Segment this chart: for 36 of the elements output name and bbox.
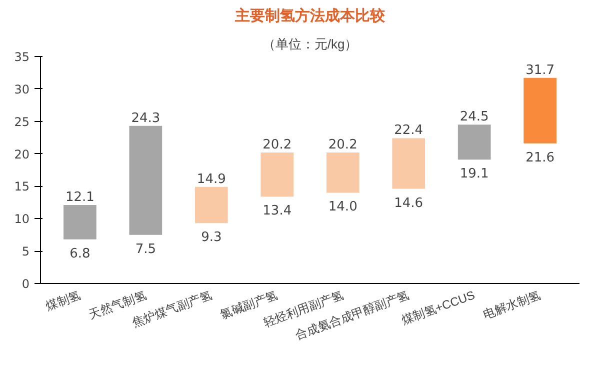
y-tick-label: 30 (14, 82, 30, 96)
bar (392, 138, 426, 189)
annotation: 21.6 (526, 150, 555, 166)
data-label: 14.9 (196, 172, 226, 187)
y-tick-label: 10 (14, 212, 30, 226)
annotation: 6.8 (70, 246, 90, 262)
bar (194, 186, 228, 224)
data-label: 12.1 (65, 190, 94, 206)
data-label: 20.2 (262, 137, 292, 152)
annotation: 7.5 (135, 242, 156, 257)
bar (458, 124, 491, 160)
data-label: 31.7 (526, 62, 555, 78)
bar (326, 152, 360, 193)
data-label: 20.2 (328, 137, 358, 152)
chart-subtitle: （单位：元/kg） (262, 36, 358, 52)
annotation: 14.6 (394, 196, 424, 211)
annotation: 19.1 (460, 166, 489, 182)
annotation: 14.0 (328, 200, 358, 215)
y-tick-label: 5 (22, 244, 30, 259)
bar (524, 78, 556, 144)
y-tick-label: 25 (14, 114, 30, 129)
x-tick-label: 煤制氢 (44, 288, 82, 314)
bar (129, 126, 162, 235)
y-tick-label: 15 (14, 180, 30, 194)
x-tick-label: 电解水制氢 (481, 288, 542, 322)
bar (64, 205, 96, 240)
y-tick-label: 20 (14, 147, 30, 162)
y-tick-label: 0 (22, 277, 30, 291)
bar (260, 152, 294, 197)
data-label: 24.3 (131, 110, 160, 126)
y-tick-label: 35 (14, 50, 30, 64)
data-label: 24.5 (460, 110, 489, 125)
chart-title: 主要制氢方法成本比较 (234, 6, 386, 24)
annotation: 13.4 (262, 204, 292, 219)
data-label: 22.4 (394, 123, 424, 138)
annotation: 9.3 (201, 230, 222, 246)
